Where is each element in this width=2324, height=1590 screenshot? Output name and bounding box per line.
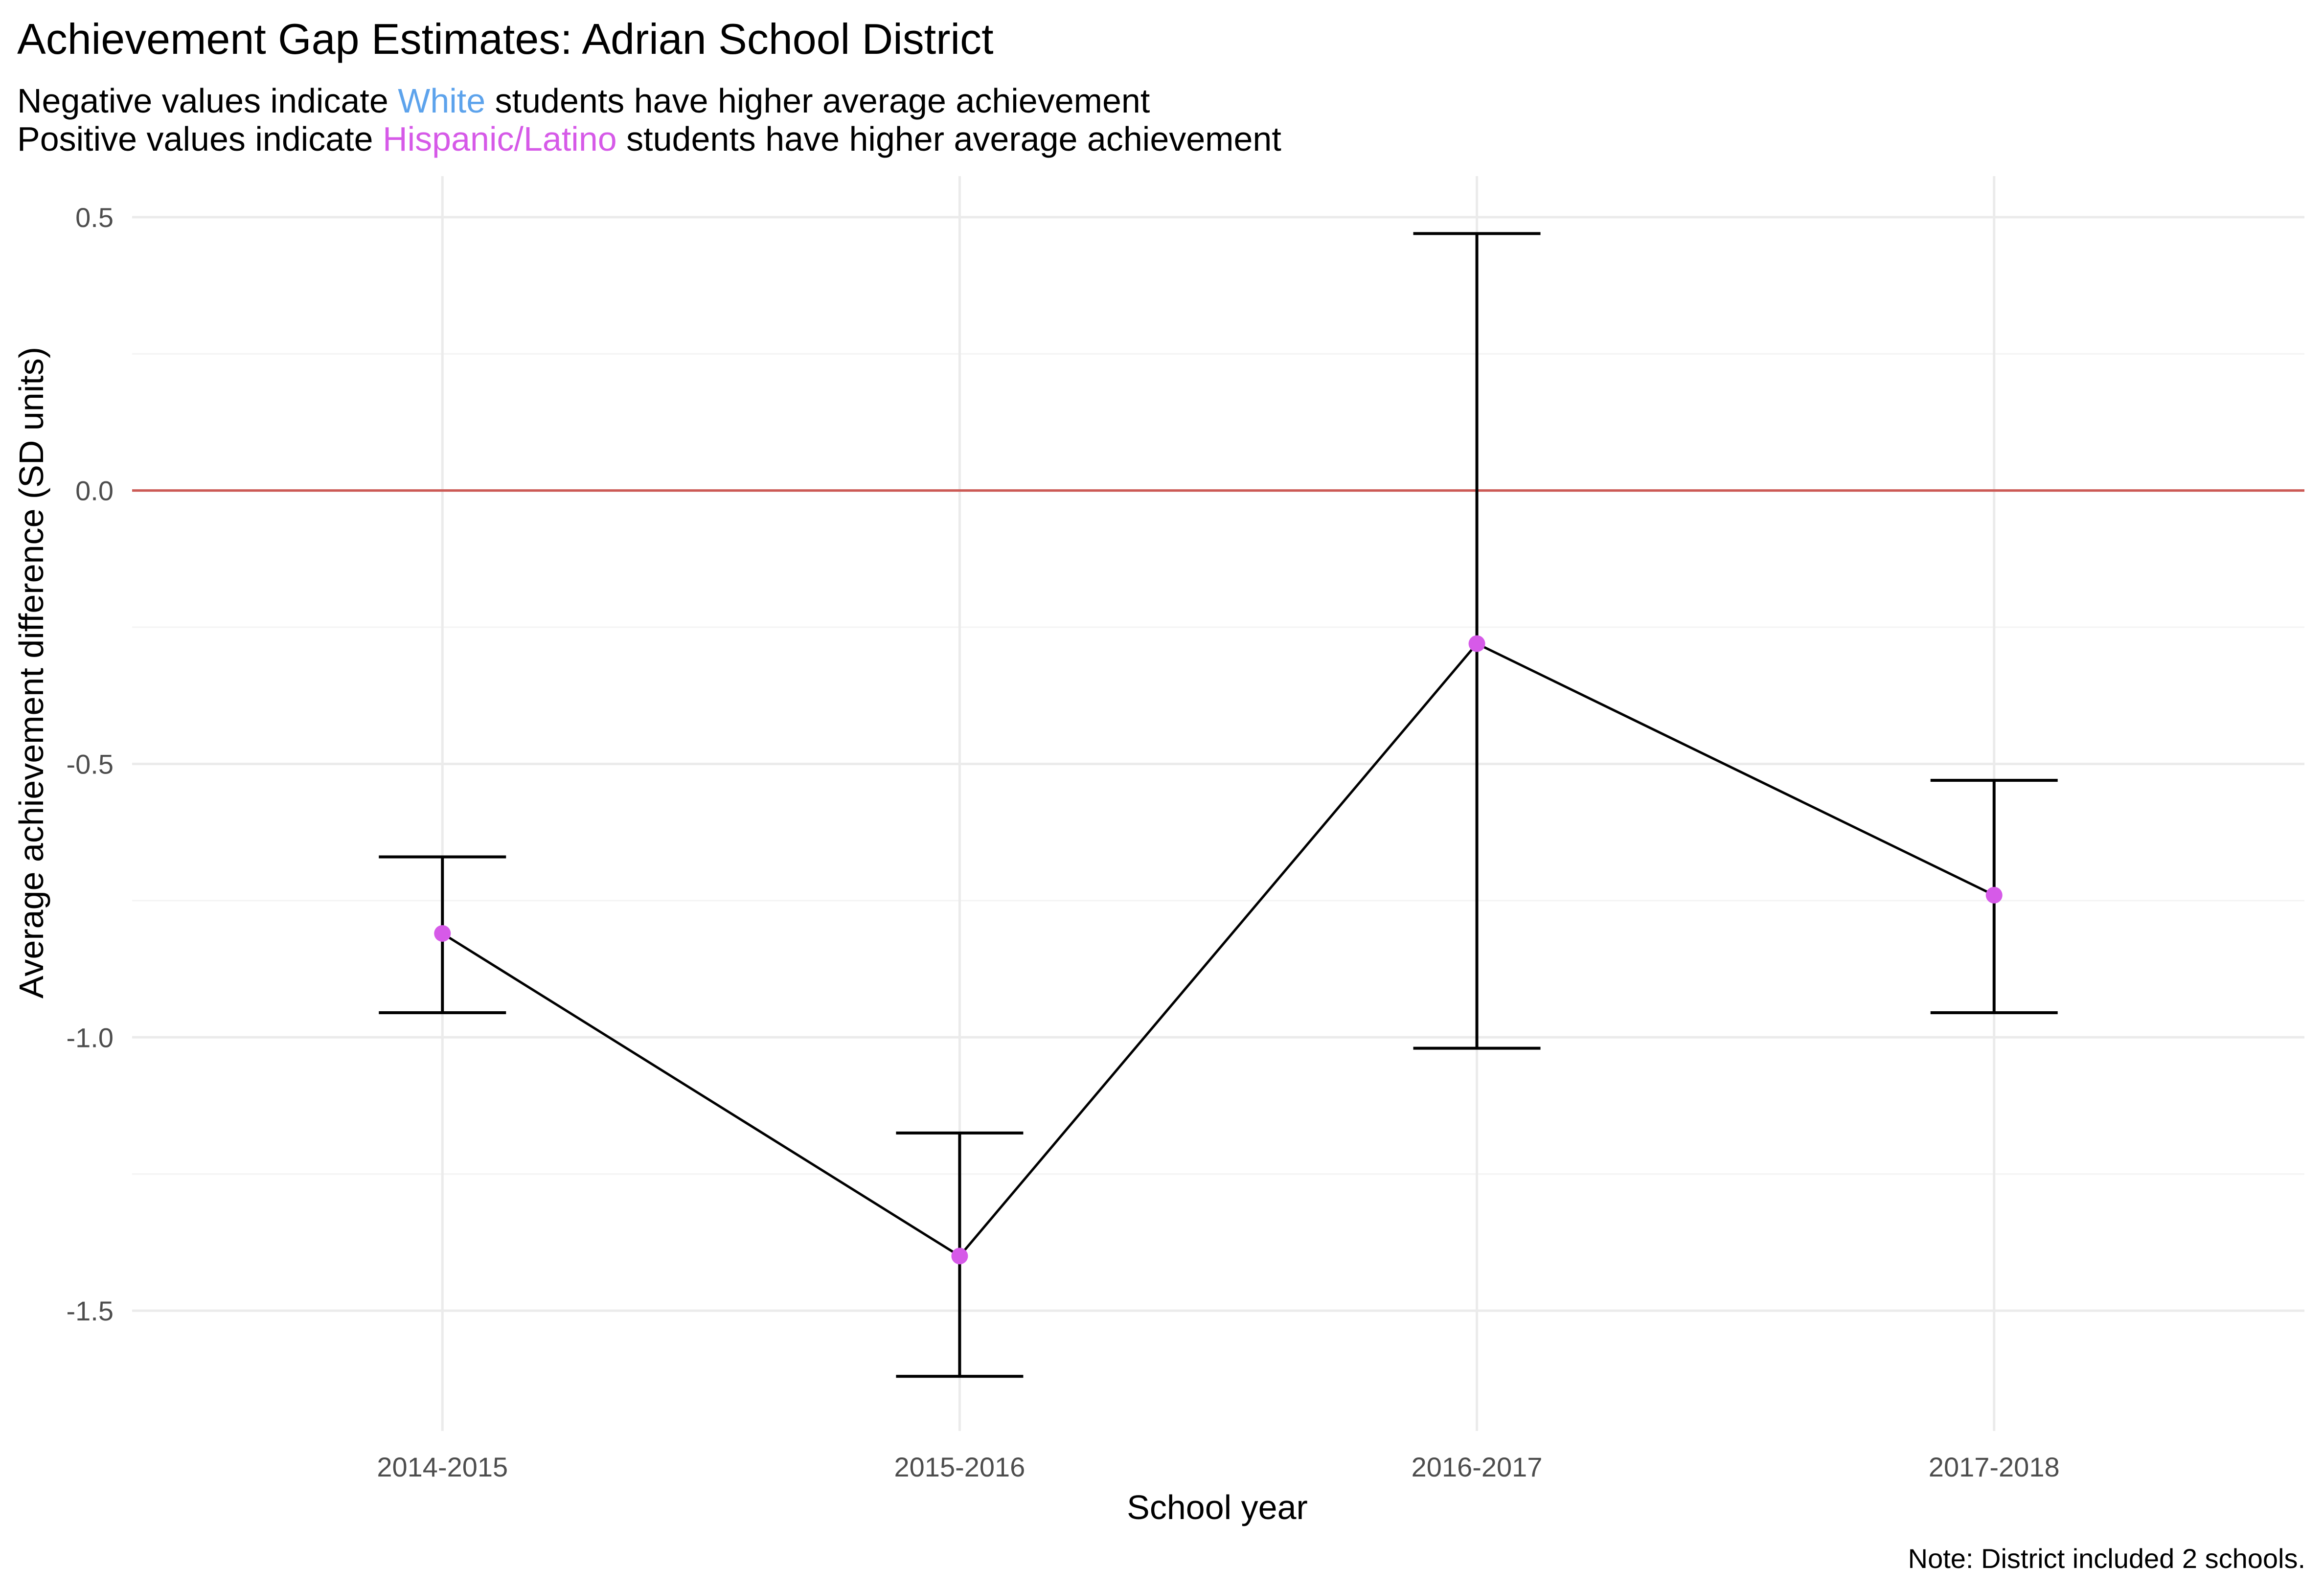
subtitle-line-2: Positive values indicate Hispanic/Latino… [17, 120, 1281, 158]
y-axis-ticks: 0.5 0.0 -0.5 -1.0 -1.5 [67, 202, 114, 1326]
x-tick-label: 2017-2018 [1929, 1452, 2060, 1482]
x-tick-label: 2016-2017 [1412, 1452, 1543, 1482]
data-point [951, 1248, 968, 1265]
subtitle-line-1-highlight: White [398, 82, 485, 120]
chart-title: Achievement Gap Estimates: Adrian School… [17, 15, 994, 63]
x-tick-label: 2014-2015 [377, 1452, 508, 1482]
y-tick-label: -1.5 [67, 1295, 114, 1326]
subtitle-line-1-before: Negative values indicate [17, 82, 398, 120]
y-tick-label: 0.0 [75, 476, 114, 506]
subtitle-line-2-after: students have higher average achievement [617, 120, 1281, 158]
subtitle-line-2-highlight: Hispanic/Latino [383, 120, 617, 158]
y-tick-label: 0.5 [75, 202, 114, 233]
subtitle-line-2-before: Positive values indicate [17, 120, 383, 158]
data-point [434, 925, 451, 942]
subtitle-line-1: Negative values indicate White students … [17, 82, 1150, 120]
x-axis-ticks: 2014-2015 2015-2016 2016-2017 2017-2018 [377, 1452, 2059, 1482]
y-axis-title: Average achievement difference (SD units… [12, 347, 50, 999]
data-points [434, 635, 2003, 1265]
major-gridlines [132, 176, 2304, 1431]
subtitle-line-1-after: students have higher average achievement [485, 82, 1150, 120]
series-line [441, 642, 1995, 1258]
data-point [1468, 635, 1485, 652]
chart-caption: Note: District included 2 schools. [1908, 1543, 2305, 1574]
data-point [1985, 886, 2003, 904]
x-axis-title: School year [1127, 1488, 1308, 1526]
series-line-layer [441, 642, 1995, 1258]
y-tick-label: -0.5 [67, 749, 114, 779]
minor-gridlines [132, 353, 2304, 1175]
y-tick-label: -1.0 [67, 1022, 114, 1053]
x-tick-label: 2015-2016 [894, 1452, 1025, 1482]
